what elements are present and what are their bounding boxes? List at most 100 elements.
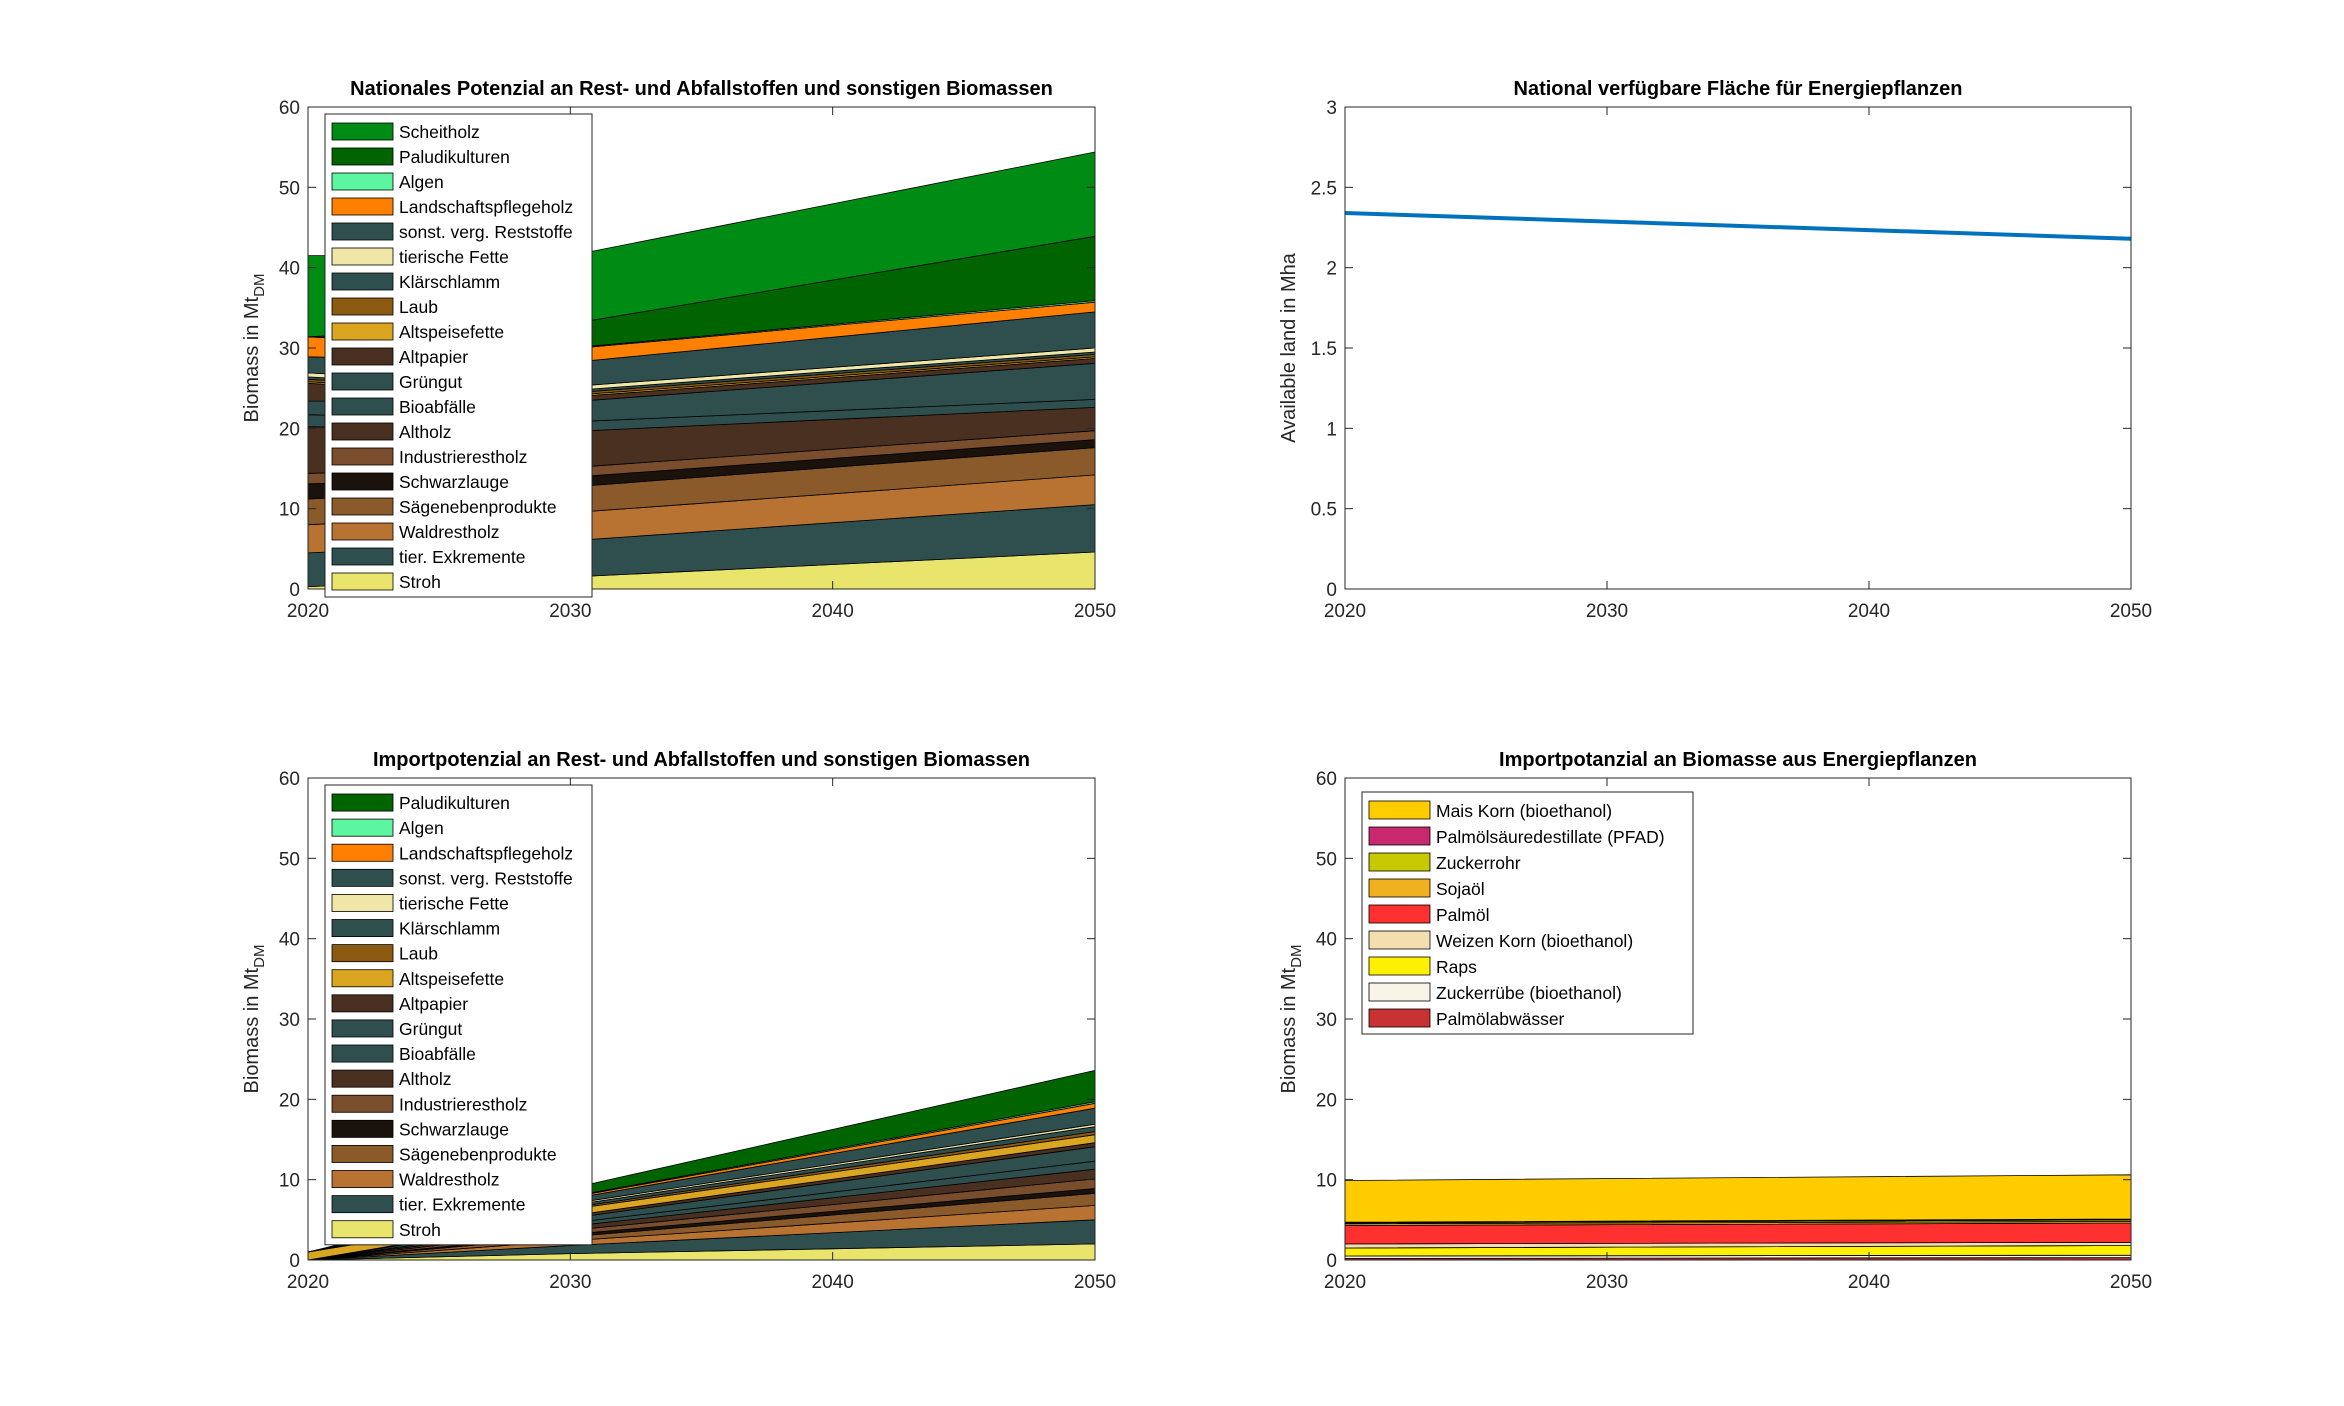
y-tick-label: 1.5 [1311,339,1337,360]
legend-swatch [331,472,394,491]
legend-swatch [1368,826,1431,846]
legend-swatch [331,422,394,441]
legend-swatch [331,222,394,241]
legend-swatch [331,1195,394,1214]
legend-label: Grüngut [399,372,462,392]
legend-swatch [331,1119,394,1138]
legend-label: Sojaöl [1436,879,1485,899]
x-tick-label: 2040 [1848,1272,1890,1293]
chart-national-residues: 2020 2030 2040 20500102030405060Nationales … [241,78,1116,622]
legend-label: Zuckerrübe (bioethanol) [1436,983,1622,1003]
legend-label: Stroh [399,572,441,592]
y-tick-label: 30 [1316,1010,1337,1031]
legend-label: Sägenebenprodukte [399,1145,557,1165]
legend-swatch [331,843,394,862]
legend-label: Mais Korn (bioethanol) [1436,801,1612,821]
legend-swatch [331,522,394,541]
chart-national-land: 2020 2030 2040 2050 0 0.5 1 1.5 2 2.5 3 National ve… [1278,78,2152,622]
legend-label: Waldrestholz [399,1170,500,1190]
legend-label: Laub [399,297,438,317]
y-axis-label: Available land in Mha [1278,252,1300,443]
legend-swatch [1368,956,1431,976]
legend-swatch [331,818,394,837]
chart-title: Importpotanzial an Biomasse aus Energiep… [1499,749,1977,771]
legend-swatch [1368,982,1431,1002]
legend-swatch [331,347,394,366]
legend-swatch [331,572,394,591]
legend-swatch [331,322,394,341]
legend-swatch [331,793,394,812]
legend-label: Altspeisefette [399,969,504,989]
chart-import-residues: 2020 2030 2040 20500102030405060Importpoten… [241,749,1116,1293]
legend-label: sonst. verg. Reststoffe [399,868,573,888]
y-tick-label: 50 [279,178,300,199]
legend-label: Weizen Korn (bioethanol) [1436,931,1633,951]
x-tick-label: 2040 [812,601,854,622]
x-tick-label: 2040 [1848,601,1890,622]
legend-label: tier. Exkremente [399,547,525,567]
legend-swatch [331,1069,394,1088]
y-tick-label: 10 [279,1171,300,1192]
y-tick-label: 0 [1326,580,1337,601]
legend-swatch [331,122,394,141]
legend-swatch [331,1170,394,1189]
y-tick-label: 50 [1316,849,1337,870]
legend-label: tier. Exkremente [399,1195,525,1215]
legend-swatch [331,297,394,316]
legend-label: Grüngut [399,1019,462,1039]
legend-swatch [331,147,394,166]
y-tick-label: 10 [279,500,300,521]
legend-swatch [331,197,394,216]
y-tick-label: 40 [1316,930,1337,951]
legend-label: Paludikulturen [399,793,510,813]
legend-swatch [331,247,394,266]
y-tick-label: 20 [1316,1090,1337,1111]
plot-area [1345,107,2131,589]
legend-swatch [331,1019,394,1038]
legend-label: Sägenebenprodukte [399,497,557,517]
legend-label: Altpapier [399,347,468,367]
y-tick-label: 20 [279,1090,300,1111]
x-tick-label: 2030 [1586,601,1628,622]
x-tick-label: 2020 [287,601,329,622]
legend-swatch [331,172,394,191]
legend-label: Schwarzlauge [399,472,509,492]
x-tick-label: 2050 [2110,1272,2152,1293]
legend-swatch [331,272,394,291]
legend-swatch [331,994,394,1013]
legend-label: Scheitholz [399,122,480,142]
legend-swatch [1368,878,1431,898]
legend-label: Laub [399,944,438,964]
legend-swatch [331,447,394,466]
legend-label: Klärschlamm [399,919,500,939]
y-tick-label: 0 [289,1251,300,1272]
x-tick-label: 2050 [2110,601,2152,622]
y-tick-label: 0 [1326,1251,1337,1272]
legend-swatch [331,497,394,516]
y-tick-label: 0.5 [1311,500,1337,521]
x-tick-label: 2050 [1074,601,1116,622]
y-tick-label: 40 [279,930,300,951]
legend-label: Stroh [399,1220,441,1240]
legend-label: Industrierestholz [399,1094,527,1114]
y-tick-label: 10 [1316,1171,1337,1192]
legend-label: Altspeisefette [399,322,504,342]
y-tick-label: 3 [1326,98,1337,119]
x-tick-label: 2030 [549,601,591,622]
y-tick-label: 50 [279,849,300,870]
legend-swatch [1368,904,1431,924]
legend-swatch [331,868,394,887]
legend-label: sonst. verg. Reststoffe [399,222,573,242]
chart-title: National verfügbare Fläche für Energiepf… [1514,78,1963,100]
y-axis-label: Biomass in MtDM [241,274,268,423]
legend-swatch [331,1220,394,1239]
legend-label: Palmölabwässer [1436,1009,1565,1029]
y-tick-label: 60 [1316,769,1337,790]
legend-label: Zuckerrohr [1436,853,1521,873]
legend-swatch [1368,800,1431,820]
legend-label: tierische Fette [399,894,509,914]
legend-swatch [1368,1008,1431,1028]
legend-swatch [1368,930,1431,950]
legend-swatch [1368,852,1431,872]
